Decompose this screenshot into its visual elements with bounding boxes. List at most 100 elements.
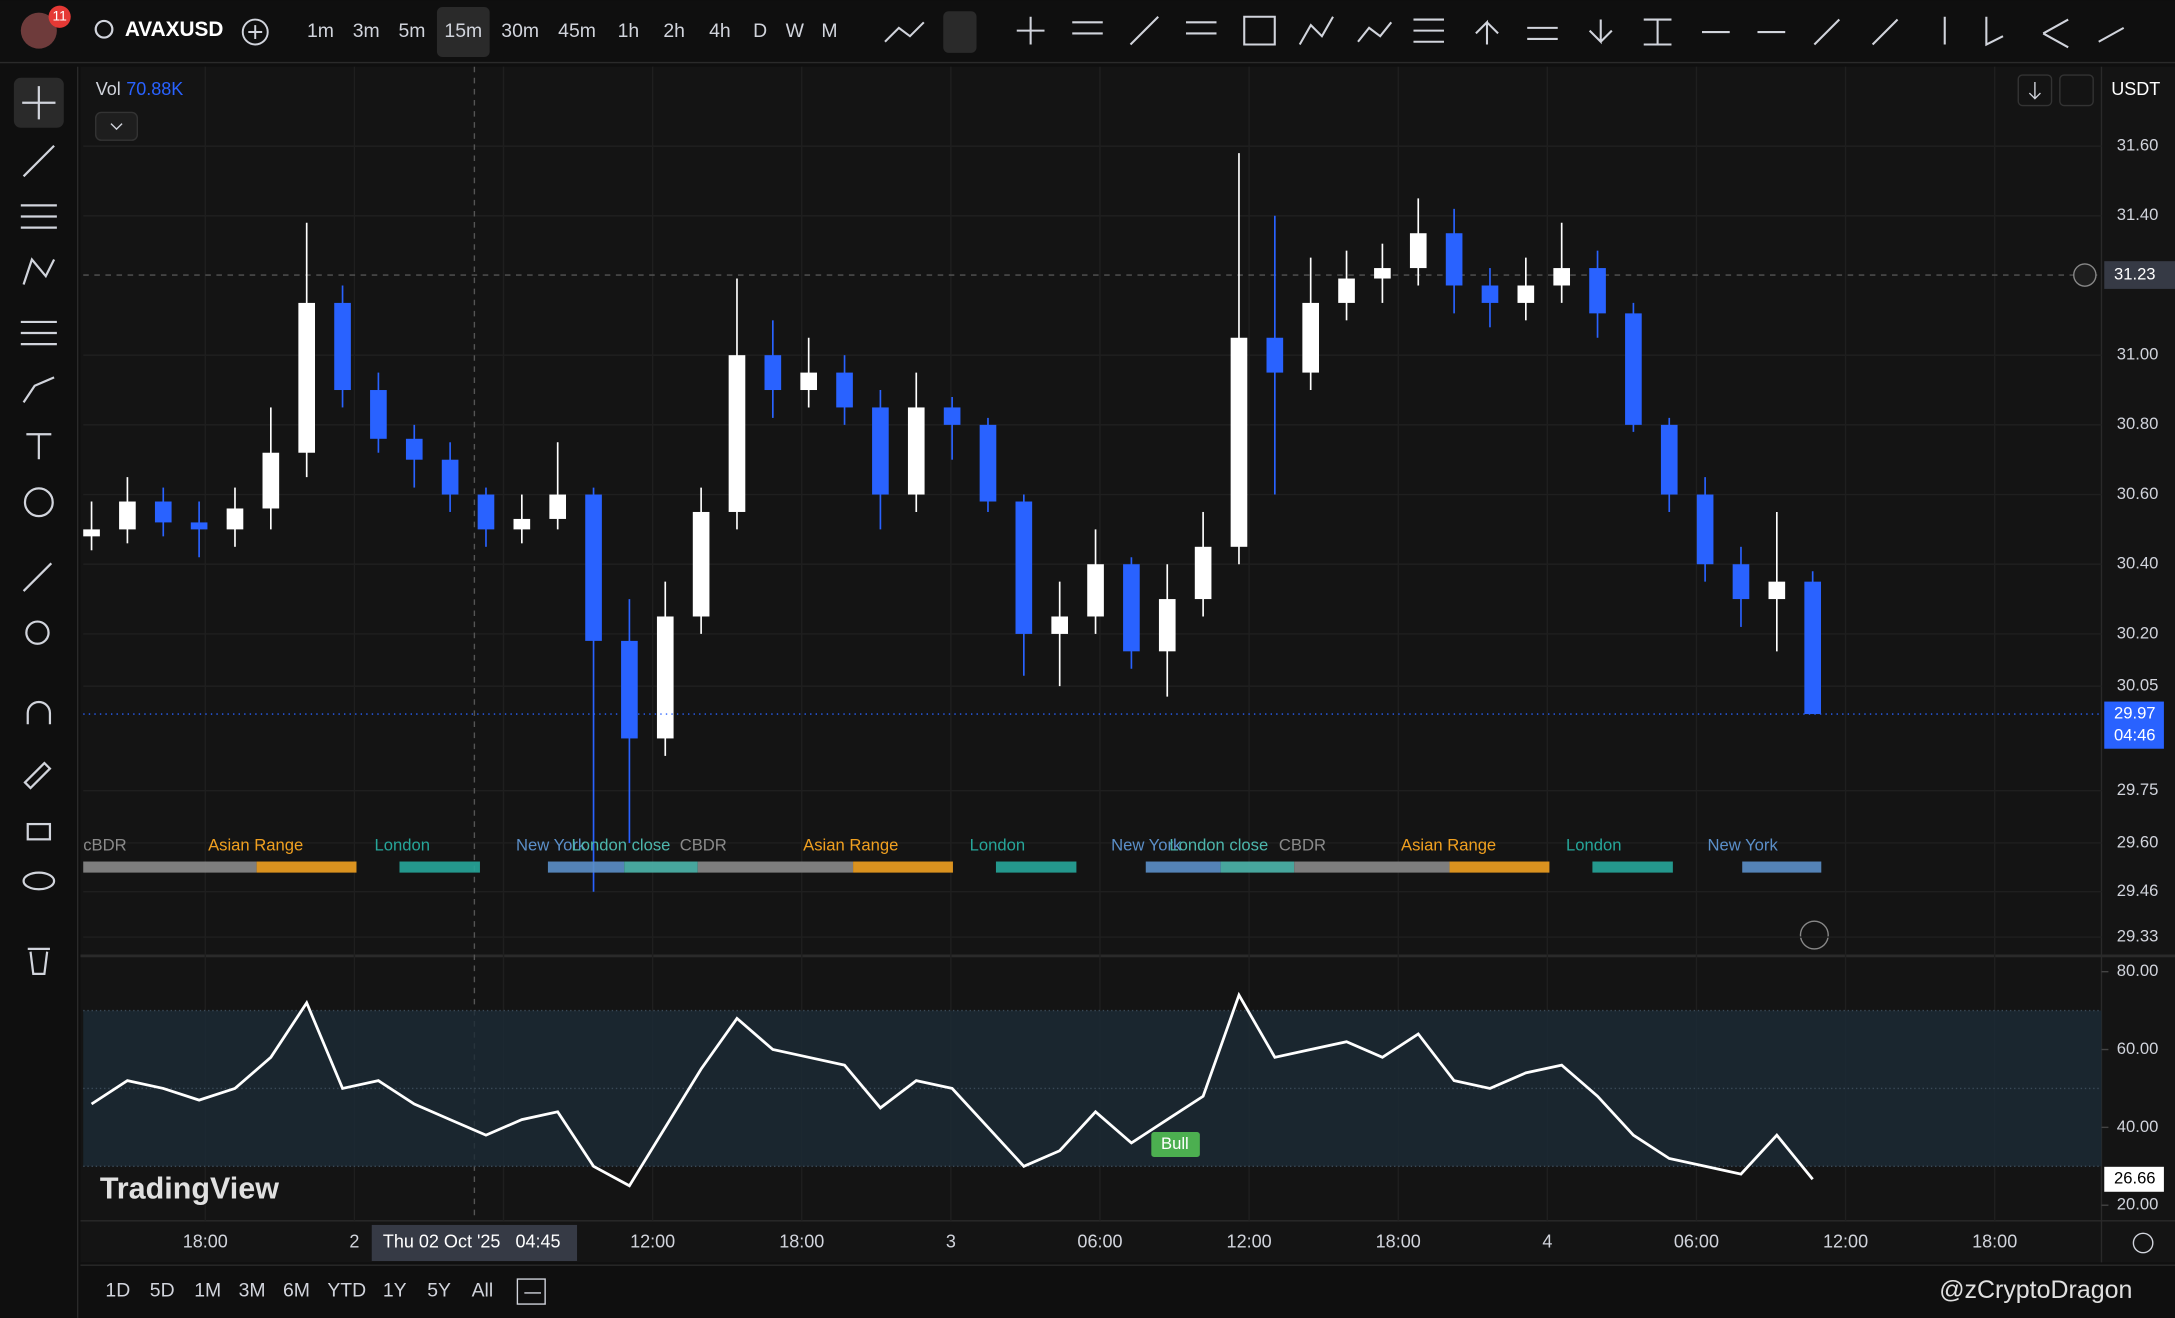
session-label: CBDR <box>680 836 727 855</box>
fib-tool[interactable] <box>20 204 57 229</box>
candle-body <box>190 522 208 530</box>
range-button[interactable]: 5Y <box>427 1280 451 1302</box>
range-button[interactable]: YTD <box>327 1280 366 1302</box>
session-label: London <box>970 836 1025 855</box>
interval-button[interactable]: 1m <box>307 20 334 42</box>
add-alert[interactable] <box>2073 263 2097 287</box>
brush-tool[interactable] <box>22 376 55 403</box>
lock-tool[interactable] <box>26 822 52 841</box>
chevron <box>110 123 123 131</box>
interval-button[interactable]: 15m <box>444 20 482 42</box>
text-tool[interactable] <box>26 433 52 460</box>
plot: 18:00 2 12:00 18:00 3 06:00 12:00 18:00 4 06:00 12… <box>83 66 2175 1262</box>
range-button[interactable]: 1M <box>194 1280 221 1302</box>
interval-button[interactable]: M <box>821 20 837 42</box>
rsi-tick-label: 20.00 <box>2117 1195 2159 1214</box>
add-symbol[interactable] <box>241 18 269 46</box>
y-tick-label: 29.46 <box>2117 881 2159 900</box>
magnet-tool[interactable] <box>26 700 52 725</box>
refresh-button[interactable] <box>2059 74 2094 107</box>
interval-button[interactable]: 1h <box>618 20 640 42</box>
interval-button[interactable]: 2h <box>663 20 685 42</box>
candle-body <box>1123 564 1140 652</box>
x-tick-label: 12:00 <box>630 1232 675 1252</box>
eye-tool[interactable] <box>22 871 56 891</box>
scroll-button[interactable] <box>2017 74 2053 107</box>
interval-button[interactable]: 4h <box>709 20 731 42</box>
interval-button[interactable]: 5m <box>398 20 425 42</box>
session-bar <box>1592 861 1673 873</box>
ruler-tool[interactable] <box>22 562 53 592</box>
pattern-tool[interactable] <box>22 257 56 285</box>
x-tick-label: 12:00 <box>1227 1232 1272 1252</box>
crosshair-tool[interactable] <box>22 86 56 120</box>
session-label: London close <box>1169 836 1268 855</box>
candle-body <box>1481 285 1499 303</box>
range-button[interactable]: 5D <box>150 1280 175 1302</box>
y-tick-label: 29.75 <box>2117 780 2159 799</box>
candle-body <box>119 501 136 530</box>
candle-body <box>262 452 280 509</box>
range-button[interactable]: 1Y <box>383 1280 407 1302</box>
y-tick-label: 31.00 <box>2117 345 2159 364</box>
interval-button[interactable]: D <box>753 20 767 42</box>
session-bar <box>399 861 480 873</box>
x-tick-label: 18:00 <box>183 1232 228 1252</box>
session-bar <box>256 861 357 873</box>
x-tick-label: 18:00 <box>779 1232 824 1252</box>
emoji-tool[interactable] <box>23 487 54 518</box>
trendline-tool[interactable] <box>22 144 55 178</box>
range-button[interactable]: All <box>472 1280 494 1302</box>
session-bar <box>1742 861 1822 873</box>
collapse-button[interactable] <box>95 111 139 141</box>
date-range-button[interactable] <box>516 1278 546 1305</box>
crosshair-time-bg <box>371 1224 578 1262</box>
session-label: New York <box>516 836 587 855</box>
candle-body <box>1553 268 1571 286</box>
candle-body <box>477 494 495 530</box>
interval-button[interactable]: W <box>786 20 805 42</box>
last-price-bg <box>2104 701 2164 749</box>
signal-bg <box>1151 1132 1200 1157</box>
candle-body <box>1768 581 1786 600</box>
trash-tool[interactable] <box>27 947 50 975</box>
interval-button[interactable]: 30m <box>501 20 539 42</box>
x-tick-label: 18:00 <box>1376 1232 1421 1252</box>
range-button[interactable]: 1D <box>105 1280 130 1302</box>
forecast-tool[interactable] <box>20 320 57 346</box>
candle-body <box>1302 302 1320 373</box>
session-label: Asian Range <box>1401 836 1496 855</box>
lightning-button[interactable] <box>1799 920 1829 950</box>
settings-button[interactable] <box>2132 1232 2154 1254</box>
line-chart-button[interactable] <box>884 21 925 43</box>
candle-body <box>728 355 746 512</box>
currency[interactable]: USDT <box>2111 79 2160 99</box>
down-arrow <box>2028 81 2041 100</box>
session-bar <box>1449 861 1550 873</box>
y-tick-label: 31.40 <box>2117 205 2159 224</box>
interval-button[interactable]: 3m <box>353 20 380 42</box>
candle-body <box>513 518 531 530</box>
candle-body <box>441 459 459 495</box>
x-tick-label: 3 <box>946 1232 956 1252</box>
volume-value: 70.88K <box>126 79 183 99</box>
search-icon[interactable] <box>94 19 114 39</box>
y-tick-label: 30.80 <box>2117 414 2159 433</box>
candle-body <box>1804 581 1822 715</box>
candle-body <box>943 407 961 425</box>
symbol[interactable]: AVAXUSD <box>125 18 224 41</box>
range-button[interactable]: 6M <box>283 1280 310 1302</box>
drawing-tools[interactable] <box>1016 15 2125 49</box>
range-button[interactable]: 3M <box>239 1280 266 1302</box>
candle-body <box>836 372 853 408</box>
left-toolbar <box>13 77 64 975</box>
rsi-tick-label: 80.00 <box>2117 961 2159 980</box>
avatar[interactable] <box>20 12 57 49</box>
candle-body <box>549 494 567 519</box>
candle-body <box>1338 278 1355 303</box>
zoom-tool[interactable] <box>25 620 50 645</box>
candle-body <box>764 355 782 391</box>
lock-draw-tool[interactable] <box>23 761 52 790</box>
interval-button[interactable]: 45m <box>558 20 596 42</box>
